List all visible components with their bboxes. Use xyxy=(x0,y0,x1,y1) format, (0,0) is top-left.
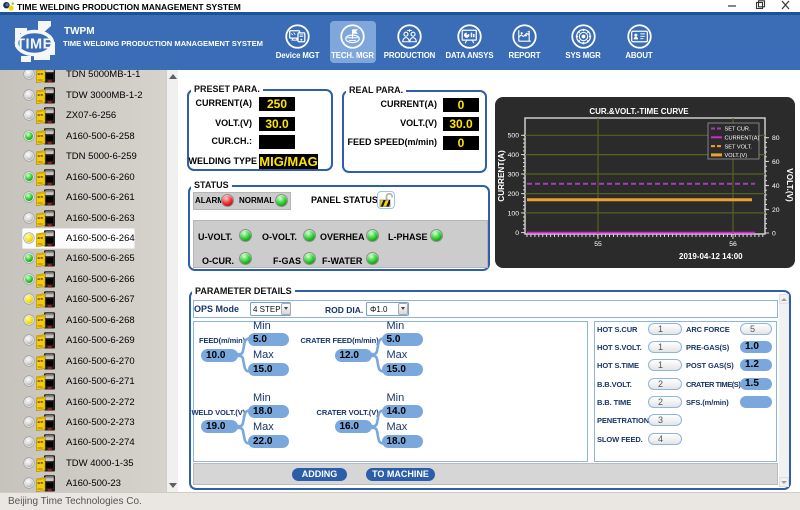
svg-text:60: 60 xyxy=(772,159,780,166)
svg-text:20: 20 xyxy=(772,207,780,214)
svg-text:CUR.&VOLT.-TIME CURVE: CUR.&VOLT.-TIME CURVE xyxy=(589,107,689,116)
svg-text:CURRENT(A): CURRENT(A) xyxy=(497,150,506,202)
svg-text:80: 80 xyxy=(772,135,780,142)
svg-text:SET CUR.: SET CUR. xyxy=(725,127,751,133)
svg-text:SET VOLT.: SET VOLT. xyxy=(725,144,753,150)
svg-text:56: 56 xyxy=(729,241,737,248)
svg-text:55: 55 xyxy=(594,241,602,248)
svg-text:VOLT.(V): VOLT.(V) xyxy=(785,168,794,202)
svg-text:200: 200 xyxy=(508,191,520,198)
svg-text:100: 100 xyxy=(508,210,520,217)
svg-text:2019-04-12 14:00: 2019-04-12 14:00 xyxy=(679,252,743,261)
svg-text:VOLT.(V): VOLT.(V) xyxy=(725,153,748,159)
svg-text:40: 40 xyxy=(772,183,780,190)
svg-text:0: 0 xyxy=(772,230,776,237)
svg-text:300: 300 xyxy=(508,171,520,178)
svg-text:0: 0 xyxy=(515,230,519,237)
svg-text:TIME: TIME xyxy=(16,37,53,53)
svg-text:500: 500 xyxy=(508,133,520,140)
svg-text:CURRENT(A): CURRENT(A) xyxy=(725,136,760,142)
svg-text:400: 400 xyxy=(508,152,520,159)
